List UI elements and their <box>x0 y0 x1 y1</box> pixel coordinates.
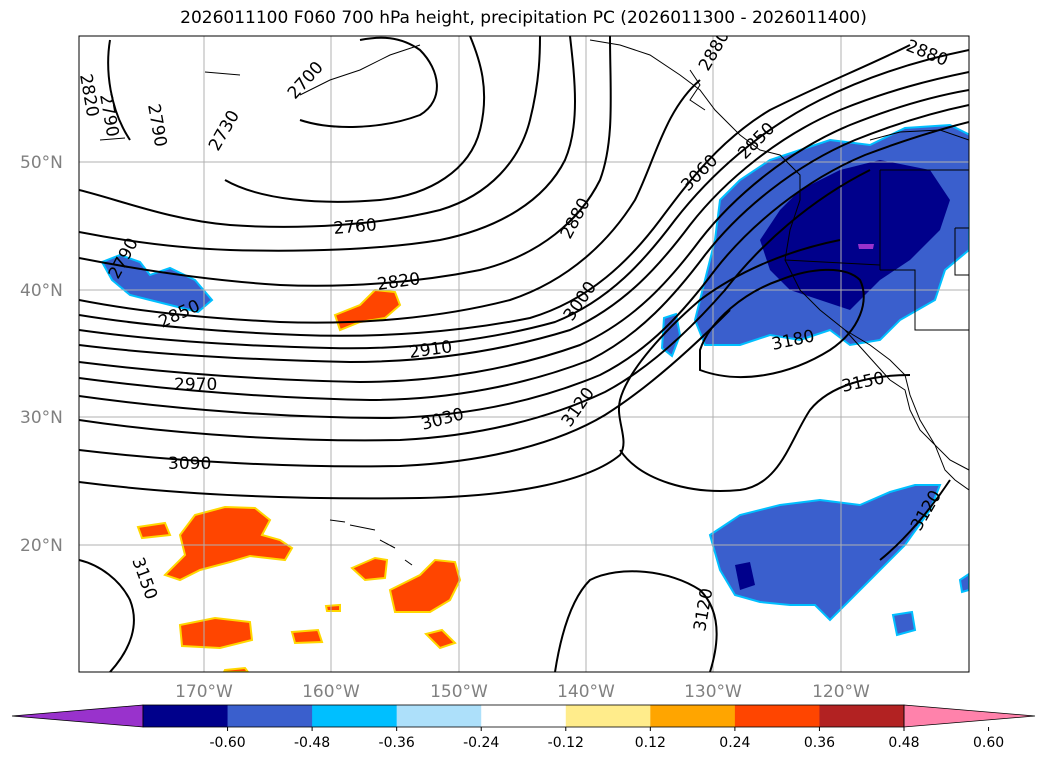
contour-2790 <box>79 36 576 252</box>
colorbar-tick-label: 0.36 <box>804 735 835 751</box>
precip-region-orange-9 <box>324 603 341 612</box>
colorbar-tick-label: -0.60 <box>209 735 245 751</box>
contour-label: 2970 <box>174 375 217 395</box>
colorbar-segment <box>819 705 905 727</box>
lat-label: 20°N <box>20 536 63 556</box>
contour-3180 <box>699 268 865 379</box>
colorbar-tick-label: 0.48 <box>888 735 919 751</box>
contour-label: 2760 <box>333 215 378 239</box>
precip-region-orange-8 <box>424 628 457 650</box>
map-title: 2026011100 F060 700 hPa height, precipit… <box>180 8 867 28</box>
precip-region-orange-3 <box>136 521 172 540</box>
precip-core-subtropical <box>735 562 755 590</box>
colorbar-extend-low <box>11 704 144 728</box>
colorbar-segment <box>481 705 567 727</box>
colorbar-tick-label: 0.24 <box>719 735 750 751</box>
colorbar-segment <box>396 705 482 727</box>
contour-2970 <box>79 89 969 384</box>
colorbar-tick-label: -0.12 <box>548 735 584 751</box>
contour-label: 2820 <box>75 72 102 118</box>
contour-2700 <box>299 36 438 128</box>
lon-label: 170°W <box>175 682 233 702</box>
precip-region-west-left <box>100 253 214 314</box>
precip-region-orange-10 <box>222 666 250 672</box>
lat-label: 40°N <box>20 281 63 301</box>
lat-label: 50°N <box>20 153 63 173</box>
contour-3120-south <box>554 570 718 672</box>
colorbar-segment <box>143 705 229 727</box>
colorbar-segment <box>565 705 651 727</box>
precip-region-subtropical <box>708 484 942 622</box>
precip-core-purple <box>858 244 874 249</box>
precip-region-orange-2 <box>163 505 294 582</box>
contour-label: 3090 <box>168 454 211 474</box>
colorbar-tick-label: -0.36 <box>379 735 415 751</box>
colorbar-tick-label: 0.60 <box>973 735 1004 751</box>
colorbar-outline <box>142 704 905 728</box>
coastlines <box>99 39 969 566</box>
precip-region-far-se <box>958 572 969 594</box>
precip-region-small-coast <box>660 312 682 358</box>
lon-label: 130°W <box>684 682 742 702</box>
contour-3150 <box>619 374 911 492</box>
contour-3060 <box>79 169 871 442</box>
contour-3000 <box>79 104 969 402</box>
contour-3030 <box>79 121 969 420</box>
contour-3090 <box>79 309 731 468</box>
colorbar-extend-high <box>903 704 1036 728</box>
contour-2850 <box>79 79 701 324</box>
lon-label: 160°W <box>302 682 360 702</box>
longitude-labels: 170°W 160°W 150°W 140°W 130°W 120°W <box>175 682 870 702</box>
colorbar-segment <box>227 705 313 727</box>
contour-2730 <box>224 36 486 203</box>
map-frame <box>78 35 970 673</box>
colorbar-segment <box>312 705 398 727</box>
contour-3120-east <box>879 479 951 561</box>
precip-region-se <box>891 610 917 637</box>
precip-region-orange-5 <box>388 558 462 613</box>
precip-region-orange-6 <box>350 556 389 582</box>
precip-region-orange-4 <box>178 616 254 650</box>
contour-2880 <box>79 44 911 337</box>
contour-2940 <box>79 71 969 364</box>
contour-3120 <box>79 239 841 500</box>
contour-2790-west <box>107 39 131 141</box>
colorbar-segment <box>650 705 736 727</box>
height-contours <box>79 36 969 672</box>
contour-3150-south <box>79 559 135 672</box>
colorbar-tick-label: -0.24 <box>463 735 499 751</box>
colorbar-tick-label: -0.48 <box>294 735 330 751</box>
precip-region-orange-1 <box>333 288 402 332</box>
contour-2910 <box>79 49 969 350</box>
precip-region-orange-7 <box>290 628 324 645</box>
colorbar: -0.60 -0.48 -0.36 -0.24 -0.12 0.12 0.24 0.36 0.4… <box>11 704 1036 751</box>
latitude-labels: 50°N 40°N 30°N 20°N <box>20 153 63 556</box>
colorbar-segment <box>734 705 820 727</box>
contour-2760 <box>79 36 541 228</box>
graticule <box>79 36 969 672</box>
lon-label: 140°W <box>557 682 615 702</box>
lat-label: 30°N <box>20 408 63 428</box>
lon-label: 150°W <box>430 682 488 702</box>
colorbar-tick-label: 0.12 <box>635 735 666 751</box>
lon-label: 120°W <box>812 682 870 702</box>
positive-precip-regions <box>136 288 462 672</box>
contour-2820 <box>79 36 612 287</box>
